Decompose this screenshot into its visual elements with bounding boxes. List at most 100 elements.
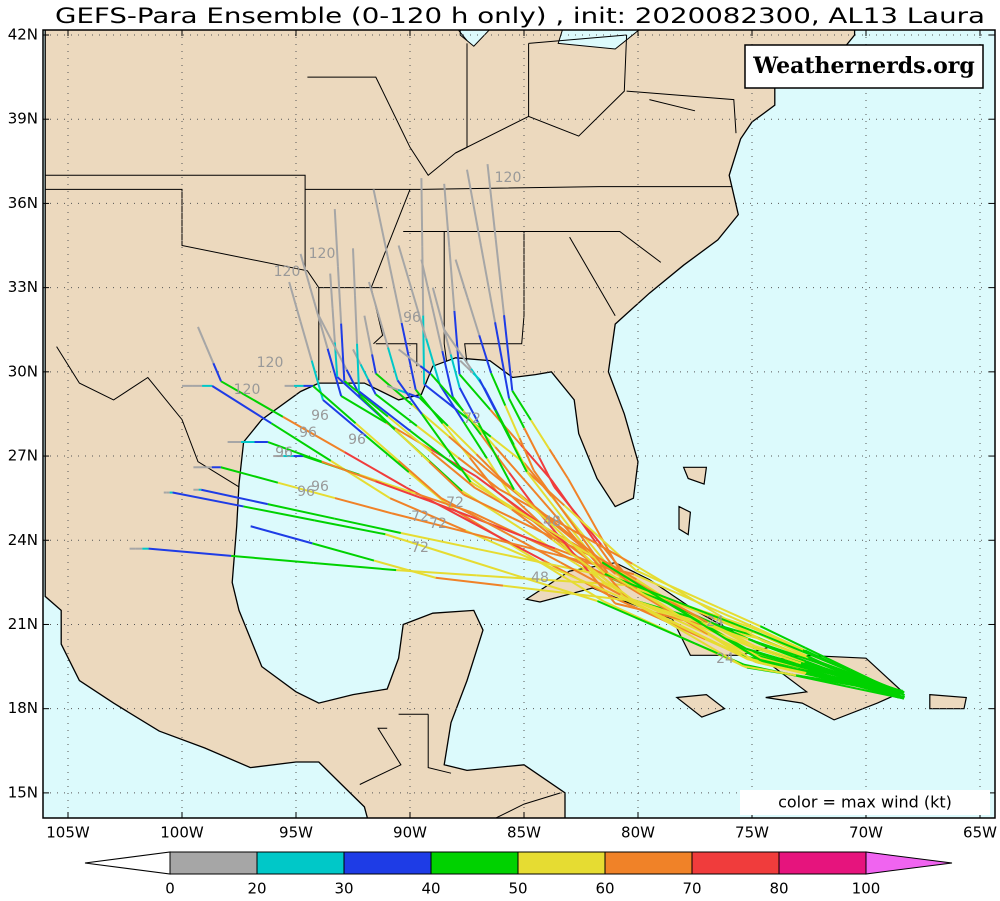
colorbar-over	[865, 851, 953, 875]
hour-label: 72	[411, 509, 429, 525]
track-segment	[331, 307, 336, 343]
track-segment	[267, 503, 335, 520]
boundary	[464, 231, 525, 364]
track-segment	[760, 659, 807, 673]
lon-label: 70W	[849, 824, 883, 842]
colorbar-label: 100	[852, 880, 881, 898]
track-segment	[760, 643, 807, 663]
colorbar-label: 50	[508, 880, 527, 898]
track-segment	[633, 573, 677, 594]
track-segment	[408, 392, 420, 399]
track-segment	[612, 596, 660, 620]
track-segment	[447, 425, 478, 455]
track-segment	[801, 650, 852, 673]
track-segment	[591, 568, 634, 601]
track-segment	[474, 487, 530, 520]
track-segment	[504, 405, 521, 439]
track-segment	[508, 397, 526, 429]
track-segment	[299, 321, 313, 361]
track-segment	[567, 478, 589, 514]
track-segment	[662, 596, 708, 624]
track-segment	[553, 506, 582, 543]
track-segment	[476, 421, 497, 457]
track-segment	[526, 577, 598, 602]
track-segment	[354, 422, 400, 462]
track-segment	[490, 435, 525, 464]
track-segment	[312, 542, 375, 562]
track-segment	[423, 383, 459, 412]
track-segment	[421, 413, 448, 449]
track-segment	[387, 347, 399, 381]
hour-label: 120	[234, 382, 261, 398]
track-segment	[373, 559, 436, 579]
track-segment	[270, 422, 332, 462]
track-segment	[675, 591, 718, 612]
track-segment	[753, 630, 803, 653]
track-segment	[800, 662, 851, 681]
track-segment	[321, 460, 376, 483]
legend-note: color = max wind (kt)	[778, 793, 952, 812]
boundary	[375, 343, 418, 367]
lon-label: 65W	[963, 824, 997, 842]
track-segment	[478, 378, 497, 411]
track-segment	[601, 561, 656, 596]
track-segment	[494, 455, 515, 491]
track-segment	[397, 459, 442, 499]
hour-label: 96	[297, 484, 315, 500]
track-segment	[458, 387, 479, 423]
track-segment	[582, 538, 609, 574]
track-segment	[322, 399, 367, 437]
lat-label: 33N	[8, 278, 38, 296]
track-segment	[267, 441, 322, 463]
track-segment	[421, 246, 425, 316]
track-segment	[420, 259, 433, 306]
track-segment	[476, 574, 558, 582]
track-segment	[805, 647, 852, 671]
track-segment	[502, 584, 571, 595]
track-segment	[550, 479, 576, 514]
track-segment	[374, 480, 430, 502]
track-segment	[548, 517, 594, 555]
track-segment	[511, 508, 553, 541]
track-segment	[654, 594, 709, 629]
colorbar-segment	[430, 851, 519, 875]
track-segment	[344, 451, 407, 489]
track-segment	[330, 459, 391, 500]
map-frame	[42, 29, 996, 819]
hour-label: 120	[309, 246, 336, 262]
track-segment	[367, 378, 377, 395]
lat-label: 39N	[8, 110, 38, 128]
track-segment	[204, 344, 215, 364]
lat-label: 21N	[8, 615, 38, 633]
track-segment	[557, 503, 584, 540]
lon-label: 95W	[279, 824, 313, 842]
hour-label: 72	[429, 516, 447, 532]
track-segment	[372, 189, 389, 257]
track-segment	[706, 637, 746, 659]
track-segment	[759, 625, 806, 649]
track-segment	[416, 425, 459, 459]
track-segment	[717, 610, 760, 631]
hour-label: 48	[543, 514, 561, 530]
track-segment	[532, 469, 560, 506]
track-segment	[518, 437, 535, 471]
track-segment	[671, 600, 718, 620]
track-segment	[326, 348, 343, 397]
hour-label: 120	[274, 264, 301, 280]
track-segment	[313, 562, 397, 572]
track-segment	[243, 505, 315, 522]
track-segment	[707, 627, 762, 662]
track-segment	[713, 613, 753, 629]
track-segment	[448, 435, 486, 469]
track-segment	[480, 245, 497, 323]
track-segment	[358, 390, 411, 432]
track-segment	[619, 593, 662, 620]
track-segment	[530, 419, 551, 450]
hour-label: 24	[706, 614, 724, 630]
track-segment	[200, 488, 268, 506]
track-segment	[751, 626, 804, 652]
track-segment	[409, 429, 462, 471]
track-segment	[466, 297, 481, 336]
hour-label: 120	[257, 355, 284, 371]
watermark-box	[744, 44, 984, 89]
